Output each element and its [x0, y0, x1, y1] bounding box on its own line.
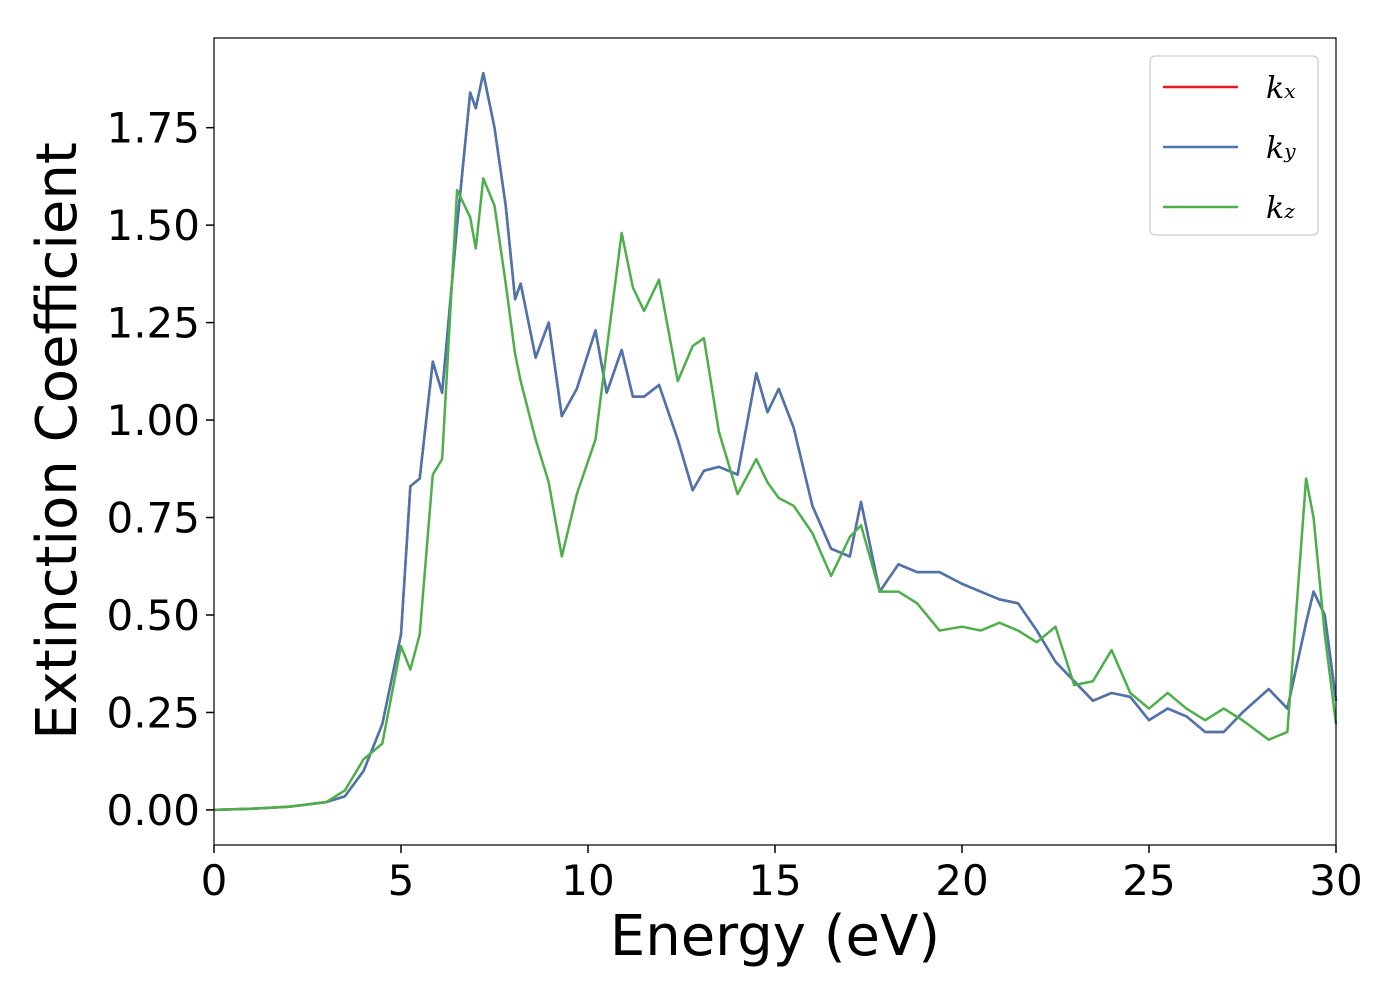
series-line [213, 177, 1338, 812]
series-line [213, 71, 1338, 812]
y-tick-label: 1.25 [106, 299, 200, 348]
y-tick-label: 0.00 [106, 786, 200, 835]
x-tick-label: 0 [201, 856, 228, 905]
y-tick-label: 1.50 [106, 201, 200, 250]
legend-label: ky [1266, 131, 1296, 166]
legend-label: kz [1266, 191, 1295, 226]
y-tick-label: 1.00 [106, 396, 200, 445]
y-axis-label: Extinction Coefficient [25, 142, 90, 740]
legend-box [1149, 55, 1319, 236]
y-tick-label: 0.50 [106, 591, 200, 640]
y-tick-label: 0.75 [106, 494, 200, 543]
x-tick-label: 20 [935, 856, 988, 905]
x-tick-label: 5 [388, 856, 415, 905]
y-tick-label: 0.25 [106, 688, 200, 737]
x-axis-label: Energy (eV) [610, 904, 940, 969]
y-tick-label: 1.75 [106, 104, 200, 153]
x-tick-label: 25 [1122, 856, 1175, 905]
x-tick-label: 10 [561, 856, 614, 905]
legend-label: kx [1266, 71, 1296, 106]
plot-frame [213, 37, 1337, 846]
x-tick-label: 15 [748, 856, 801, 905]
x-tick-label: 30 [1309, 856, 1362, 905]
